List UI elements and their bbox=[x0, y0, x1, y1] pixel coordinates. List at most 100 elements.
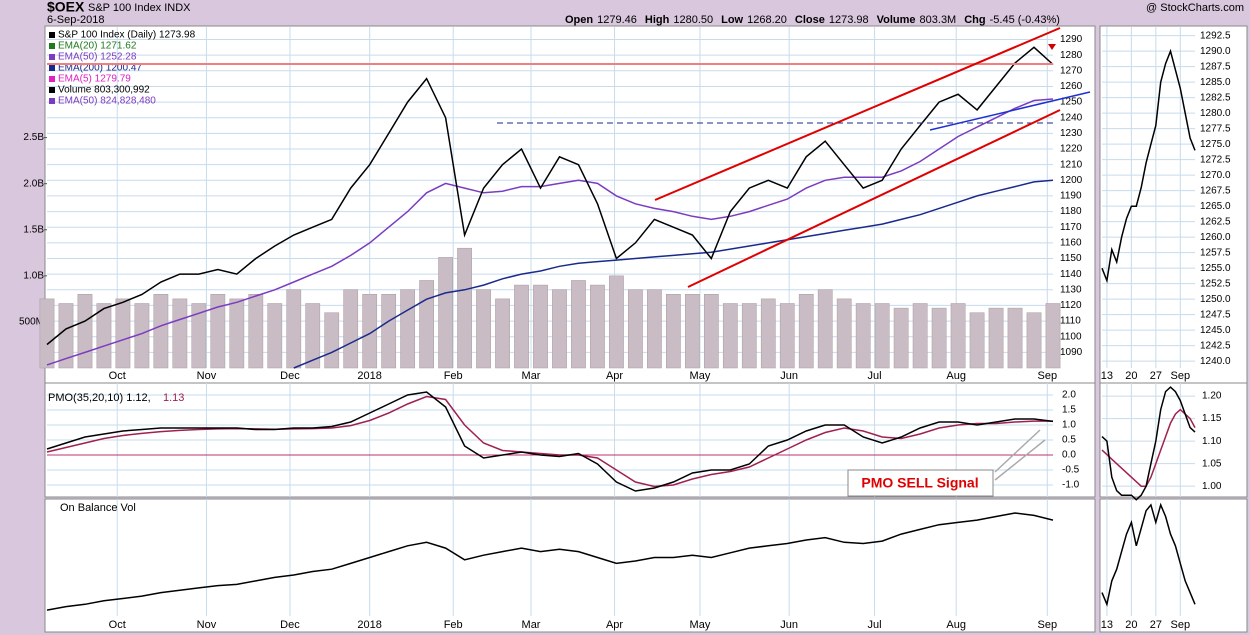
y-tick-label: 1262.5 bbox=[1200, 216, 1231, 227]
volume-bar bbox=[400, 289, 416, 369]
volume-bar bbox=[419, 280, 434, 369]
volume-bar bbox=[988, 307, 1004, 369]
x-tick-label: Jun bbox=[780, 370, 798, 382]
y-tick-label: 1250 bbox=[1060, 97, 1083, 108]
annotation-box bbox=[847, 469, 994, 497]
x-tick-label: Feb bbox=[444, 370, 463, 382]
y-tick-label: 1275.0 bbox=[1200, 139, 1231, 150]
legend-entry: S&P 100 Index (Daily) 1273.98 bbox=[58, 30, 196, 41]
series-line bbox=[1101, 48, 1196, 284]
volume-bar bbox=[798, 294, 814, 369]
y-tick-label: 1277.5 bbox=[1200, 123, 1231, 134]
volume-bar bbox=[438, 257, 453, 369]
y-tick-label: 1240.0 bbox=[1200, 356, 1231, 367]
volume-bar bbox=[628, 289, 643, 369]
volume-bar bbox=[229, 298, 245, 369]
pointer bbox=[994, 429, 1041, 473]
y-tick-label: 1.0 bbox=[1062, 420, 1076, 431]
y-tick-label: 1270.0 bbox=[1200, 170, 1231, 181]
quote-label: High bbox=[645, 14, 670, 26]
quote-value: 1268.20 bbox=[747, 14, 787, 26]
volume-bar bbox=[343, 289, 359, 369]
series-line bbox=[46, 395, 1053, 488]
y-tick-label: 1170 bbox=[1060, 222, 1082, 233]
legend-entry: Volume 803,300,992 bbox=[58, 85, 150, 96]
series-line bbox=[293, 179, 1054, 369]
volume-bar bbox=[39, 298, 55, 369]
y-tick-label: 1282.5 bbox=[1200, 92, 1231, 103]
x-tick-label: Jul bbox=[868, 370, 882, 382]
x-tick-label: Aug bbox=[946, 370, 966, 382]
volume-bar bbox=[590, 284, 605, 369]
y-tick-label: 1267.5 bbox=[1200, 185, 1231, 196]
y-tick-label: 1180 bbox=[1060, 206, 1082, 217]
channel-top bbox=[654, 27, 1061, 201]
volume-bar bbox=[58, 303, 74, 369]
quote-value: 1273.98 bbox=[829, 14, 869, 26]
quote-value: -5.45 (-0.43%) bbox=[990, 14, 1060, 26]
y-tick-label: 1255.0 bbox=[1200, 263, 1231, 274]
x-tick-label: Nov bbox=[197, 619, 217, 631]
y-tick-label: 1150 bbox=[1060, 253, 1082, 264]
x-tick-label: 13 bbox=[1101, 619, 1113, 631]
y-tick-label: 1290 bbox=[1060, 34, 1083, 45]
y-tick-label: 1272.5 bbox=[1200, 154, 1231, 165]
x-tick-label: Feb bbox=[444, 619, 463, 631]
legend-swatch bbox=[49, 32, 55, 38]
legend-entry: EMA(50) 1252.28 bbox=[58, 52, 137, 63]
down-arrow bbox=[1048, 44, 1056, 50]
volume-bar bbox=[362, 294, 378, 369]
x-tick-label: Dec bbox=[280, 370, 300, 382]
y-tick-label: 1160 bbox=[1060, 238, 1082, 249]
obv-panel bbox=[44, 498, 1096, 633]
x-tick-label: Nov bbox=[197, 370, 217, 382]
pmo-signal-label: 1.13 bbox=[163, 392, 184, 404]
volume-bar bbox=[210, 294, 226, 369]
credit: @ StockCharts.com bbox=[1146, 2, 1244, 14]
y-tick-label: 1240 bbox=[1060, 112, 1083, 123]
y-tick-label: 1.5 bbox=[1062, 405, 1076, 416]
y2-tick-label: 500M bbox=[19, 317, 44, 328]
volume-bar bbox=[893, 307, 909, 369]
x-tick-label: Jun bbox=[780, 619, 798, 631]
quote-label: Close bbox=[795, 14, 825, 26]
x-tick-label: May bbox=[690, 370, 711, 382]
y-tick-label: 1.15 bbox=[1202, 413, 1222, 424]
y-tick-label: 1230 bbox=[1060, 128, 1083, 139]
x-tick-label: Dec bbox=[280, 619, 300, 631]
volume-bar bbox=[267, 303, 283, 369]
legend-swatch bbox=[49, 65, 55, 71]
y-tick-label: 0.0 bbox=[1062, 450, 1076, 461]
y-tick-label: 1260 bbox=[1060, 81, 1083, 92]
volume-bar bbox=[741, 303, 757, 369]
y-tick-label: 0.5 bbox=[1062, 435, 1076, 446]
x-tick-label: 2018 bbox=[357, 619, 381, 631]
x-tick-label: Sep bbox=[1171, 619, 1191, 631]
y-tick-label: 1200 bbox=[1060, 175, 1083, 186]
x-tick-label: 20 bbox=[1125, 619, 1137, 631]
volume-bar bbox=[684, 294, 700, 369]
y-tick-label: 1140 bbox=[1060, 269, 1082, 280]
volume-bar bbox=[666, 294, 681, 369]
pointer bbox=[994, 439, 1046, 481]
plot-layer: Oct Nov Dec 2018 Feb Mar Apr May Jun Jul Aug Sep 109… bbox=[19, 27, 1231, 631]
y-tick-label: 1120 bbox=[1060, 300, 1082, 311]
volume-bar bbox=[495, 298, 510, 369]
y-tick-label: 1210 bbox=[1060, 159, 1083, 170]
quote-value: 1280.50 bbox=[673, 14, 713, 26]
x-tick-label: Aug bbox=[946, 619, 966, 631]
legend-swatch bbox=[49, 54, 55, 60]
x-tick-label: Sep bbox=[1038, 619, 1058, 631]
zoom-price-panel bbox=[1099, 25, 1248, 384]
series-line bbox=[46, 391, 1054, 492]
legend-swatch bbox=[49, 87, 55, 93]
volume-bar bbox=[533, 284, 548, 369]
x-tick-label: Apr bbox=[606, 370, 623, 382]
y-tick-label: 1.00 bbox=[1202, 481, 1222, 492]
volume-bar bbox=[77, 294, 93, 369]
volume-bar bbox=[1007, 307, 1023, 369]
volume-bar bbox=[760, 298, 776, 369]
volume-bar bbox=[836, 298, 852, 369]
volume-bar bbox=[286, 289, 302, 369]
y-tick-label: 2.0 bbox=[1062, 390, 1076, 401]
